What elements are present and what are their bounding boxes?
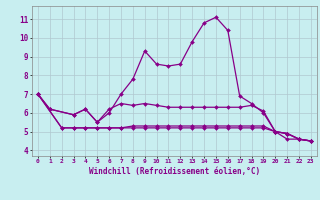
X-axis label: Windchill (Refroidissement éolien,°C): Windchill (Refroidissement éolien,°C) xyxy=(89,167,260,176)
